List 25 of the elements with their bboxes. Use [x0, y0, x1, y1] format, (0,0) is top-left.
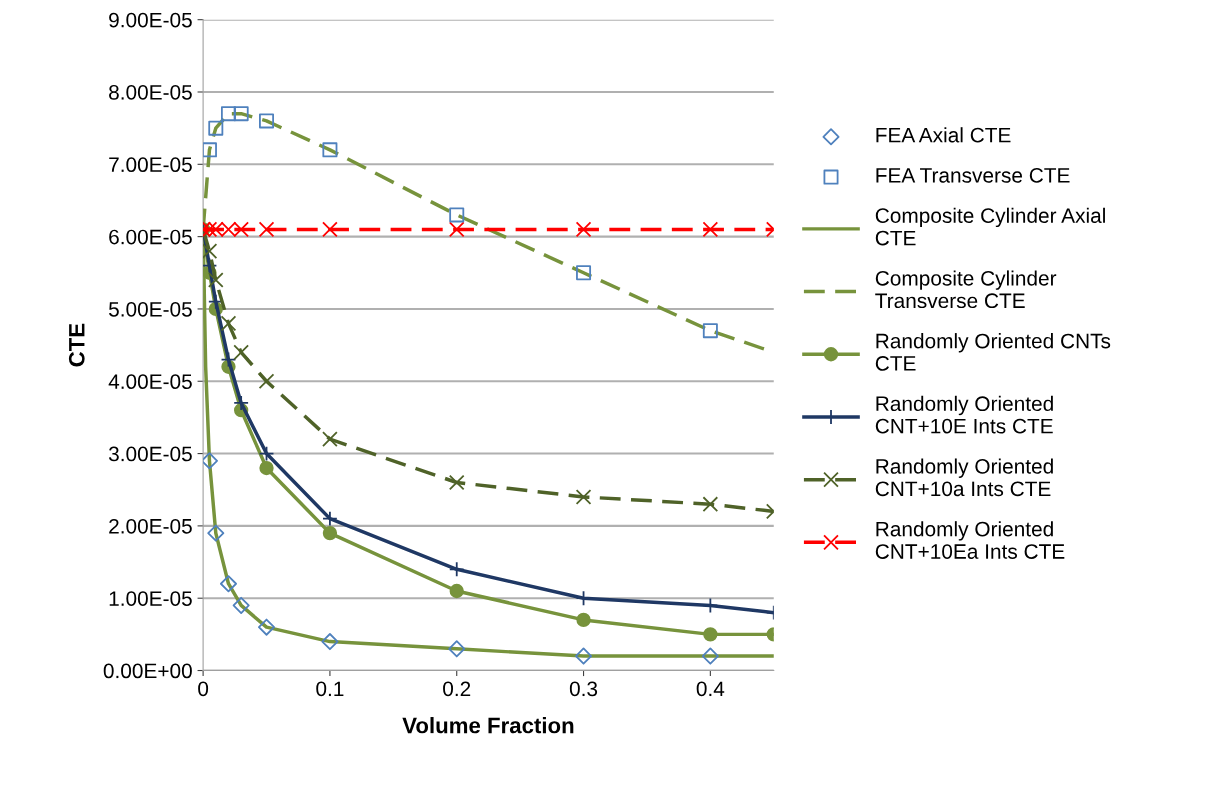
y-axis-title: CTE [68, 323, 85, 367]
legend-label: Randomly Oriented CNT+10a Ints CTE [875, 458, 1053, 497]
y-tick-label: 8.00E-05 [109, 84, 192, 100]
y-tick-label: 1.00E-05 [109, 591, 192, 606]
legend-label: Randomly Oriented CNT+10E Ints CTE [875, 395, 1053, 434]
legend-label: FEA Axial CTE [876, 127, 1011, 143]
x-axis-title: Volume Fraction [402, 717, 574, 734]
y-tick-label: 0.00E+00 [103, 663, 192, 679]
x-tick-label: 0.2 [443, 681, 471, 697]
y-tick-label: 2.00E-05 [109, 518, 192, 534]
y-tick-label: 5.00E-05 [108, 301, 192, 317]
y-tick-label: 6.00E-05 [109, 229, 192, 245]
legend-label: FEA Transverse CTE [876, 167, 1070, 183]
legend-label: Randomly Oriented CNT+10Ea Ints CTE [875, 521, 1065, 559]
y-tick-label: 4.00E-05 [108, 374, 192, 390]
y-tick-label: 7.00E-05 [109, 157, 192, 173]
legend-label: Composite Cylinder Axial CTE [875, 207, 1105, 246]
x-tick-label: 0 [198, 681, 209, 697]
legend-label: Randomly Oriented CNTs CTE [875, 333, 1111, 371]
x-tick-label: 0.3 [569, 681, 598, 697]
legend-label: Composite Cylinder Transverse CTE [875, 270, 1057, 309]
y-tick-label: 9.00E-05 [109, 12, 192, 28]
x-tick-label: 0.1 [316, 681, 344, 697]
x-tick-label: 0.4 [696, 681, 725, 697]
y-tick-label: 3.00E-05 [108, 446, 192, 462]
